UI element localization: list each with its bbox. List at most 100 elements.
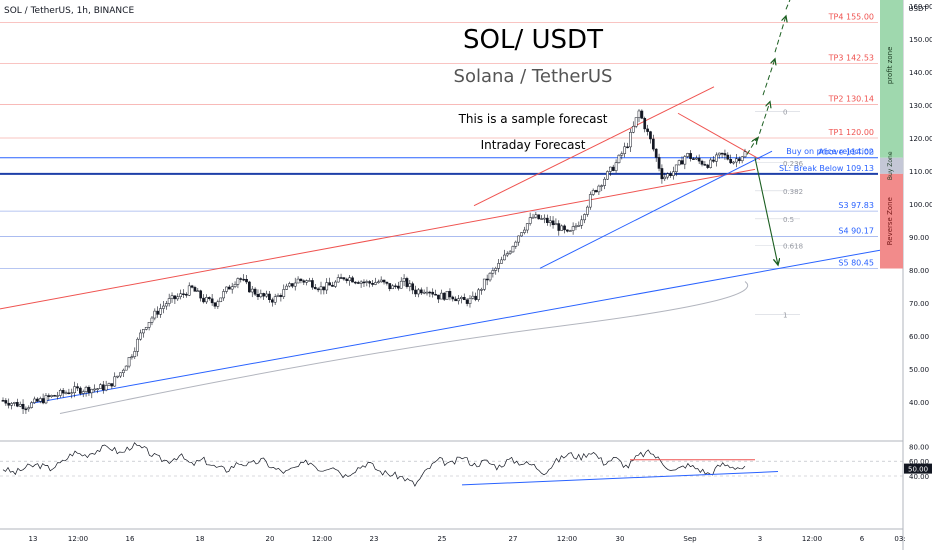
candle <box>308 280 311 282</box>
candle <box>700 160 704 165</box>
candle <box>291 283 294 287</box>
candle <box>577 225 581 227</box>
forecast-up-arrow-1[interactable] <box>756 102 770 142</box>
candle <box>560 225 563 231</box>
candle <box>50 395 54 397</box>
candle <box>250 288 254 293</box>
candle <box>657 157 661 169</box>
time-tick-label: 3 <box>758 535 762 543</box>
price-tick-label: 160.00 <box>909 3 932 11</box>
candle <box>190 285 194 288</box>
candle <box>591 190 595 195</box>
candle <box>583 214 586 221</box>
candle <box>273 296 277 303</box>
candle <box>649 131 652 140</box>
candle <box>437 294 440 300</box>
candle <box>548 220 552 223</box>
candle <box>500 259 503 264</box>
candle <box>574 225 578 228</box>
candle <box>193 287 197 292</box>
rsi-support-line[interactable] <box>461 471 779 486</box>
candle <box>322 286 326 291</box>
candle <box>531 216 535 219</box>
price-tick-label: 80.00 <box>909 267 929 275</box>
candle <box>316 288 320 291</box>
candle <box>222 291 225 299</box>
candle <box>56 395 59 397</box>
moving-average-line <box>59 281 749 415</box>
candle <box>167 298 171 304</box>
candle <box>660 168 664 180</box>
candle <box>663 176 667 180</box>
candle <box>153 310 157 319</box>
candle <box>79 387 82 394</box>
fib-label-0: 0 <box>783 109 787 117</box>
time-tick-label: 16 <box>126 535 135 543</box>
candle <box>101 384 105 391</box>
blue-trendline-short[interactable] <box>539 150 773 269</box>
level-label-9: S4 90.17 <box>838 226 874 235</box>
candle <box>397 285 400 289</box>
red-trendline-long[interactable] <box>0 168 756 310</box>
time-tick-label: 12:00 <box>802 535 822 543</box>
candle <box>611 166 615 171</box>
candle <box>491 270 495 274</box>
candle <box>566 229 569 232</box>
candle <box>299 278 303 281</box>
candle <box>216 301 220 307</box>
candle <box>454 298 457 302</box>
candle <box>497 263 500 269</box>
red-channel-upper[interactable] <box>473 86 715 207</box>
candle <box>422 291 426 294</box>
candle <box>528 217 532 224</box>
candle <box>156 310 160 315</box>
candle <box>127 357 131 367</box>
rsi-current-badge <box>904 463 932 474</box>
candle <box>15 402 19 407</box>
candle <box>325 282 329 291</box>
candle <box>7 402 11 406</box>
candle <box>525 223 529 231</box>
symbol-label[interactable]: SOL / TetherUS, 1h, BINANCE <box>4 6 134 16</box>
fib-label-2: 0.382 <box>783 188 803 196</box>
candle <box>242 278 245 281</box>
candle <box>176 296 180 300</box>
candle <box>374 282 377 285</box>
candle <box>288 283 291 287</box>
candle <box>729 159 733 164</box>
candle <box>96 388 99 390</box>
forecast-down-arrow[interactable] <box>754 157 778 265</box>
candle <box>279 295 283 297</box>
candle <box>130 356 134 358</box>
candle <box>571 226 575 231</box>
candle <box>210 298 214 304</box>
candle <box>268 293 271 301</box>
candle <box>282 289 286 297</box>
reverse-zone-label: Reverse Zone <box>886 197 894 245</box>
candle <box>265 293 268 297</box>
candle <box>594 190 598 193</box>
forecast-up-arrow-2[interactable] <box>762 59 775 96</box>
candle <box>58 390 62 396</box>
candle <box>669 173 672 176</box>
forecast-up-arrow-3[interactable] <box>774 16 786 53</box>
candle <box>471 295 475 299</box>
candle <box>331 284 334 287</box>
forecast-up-arrow-4[interactable] <box>785 0 797 10</box>
forecast-up-arrow-0[interactable] <box>746 138 757 155</box>
candle <box>233 284 237 287</box>
time-tick-label: 03: <box>894 535 905 543</box>
candle <box>270 299 274 303</box>
candle <box>182 293 185 295</box>
candle <box>124 365 128 371</box>
candle <box>451 296 455 300</box>
candle <box>694 157 698 160</box>
candle <box>1 400 5 402</box>
candle <box>107 383 111 386</box>
candle <box>253 288 257 295</box>
candle <box>617 154 621 163</box>
blue-trendline-long[interactable] <box>29 249 881 405</box>
candle <box>477 289 480 300</box>
rsi-tick-label: 40.00 <box>909 473 929 481</box>
